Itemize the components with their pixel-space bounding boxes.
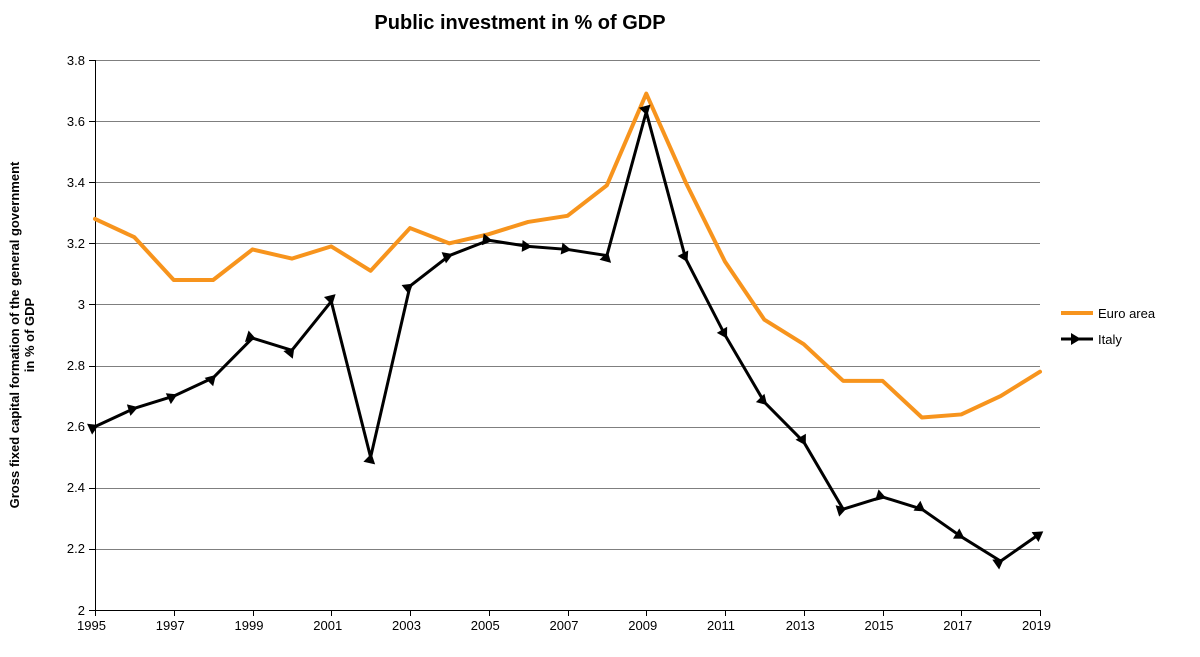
legend-item: Italy: [1060, 326, 1155, 352]
legend-swatch: [1060, 305, 1094, 321]
series-marker-arrow: [992, 559, 1004, 570]
series-line: [95, 112, 1040, 561]
legend-swatch: [1060, 331, 1094, 347]
legend-label: Euro area: [1098, 306, 1155, 321]
series-layer: [0, 0, 1200, 657]
legend: Euro area Italy: [1060, 300, 1155, 352]
legend-item: Euro area: [1060, 300, 1155, 326]
series-marker-arrow: [875, 489, 886, 500]
chart-stage: Public investment in % of GDP Gross fixe…: [0, 0, 1200, 657]
legend-label: Italy: [1098, 332, 1122, 347]
series-line: [95, 94, 1040, 418]
series-marker-arrow: [522, 240, 532, 252]
series-marker-arrow: [836, 505, 847, 516]
series-marker-arrow: [87, 424, 99, 435]
